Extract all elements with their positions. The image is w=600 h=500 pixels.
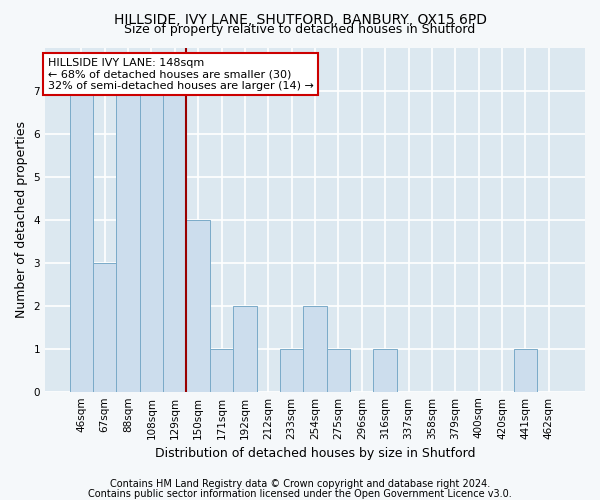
Bar xyxy=(210,348,233,392)
Text: HILLSIDE, IVY LANE, SHUTFORD, BANBURY, OX15 6PD: HILLSIDE, IVY LANE, SHUTFORD, BANBURY, O… xyxy=(113,12,487,26)
Bar xyxy=(373,348,397,392)
Bar xyxy=(280,348,304,392)
Text: Contains public sector information licensed under the Open Government Licence v3: Contains public sector information licen… xyxy=(88,489,512,499)
Bar xyxy=(233,306,257,392)
Bar xyxy=(327,348,350,392)
Bar xyxy=(304,306,327,392)
Text: Contains HM Land Registry data © Crown copyright and database right 2024.: Contains HM Land Registry data © Crown c… xyxy=(110,479,490,489)
Bar xyxy=(514,348,537,392)
Bar xyxy=(116,90,140,392)
Text: HILLSIDE IVY LANE: 148sqm
← 68% of detached houses are smaller (30)
32% of semi-: HILLSIDE IVY LANE: 148sqm ← 68% of detac… xyxy=(48,58,314,91)
Bar xyxy=(163,90,187,392)
Bar xyxy=(70,90,93,392)
Text: Size of property relative to detached houses in Shutford: Size of property relative to detached ho… xyxy=(124,22,476,36)
Bar xyxy=(187,220,210,392)
Bar xyxy=(93,262,116,392)
Bar xyxy=(140,90,163,392)
X-axis label: Distribution of detached houses by size in Shutford: Distribution of detached houses by size … xyxy=(155,447,475,460)
Y-axis label: Number of detached properties: Number of detached properties xyxy=(15,121,28,318)
